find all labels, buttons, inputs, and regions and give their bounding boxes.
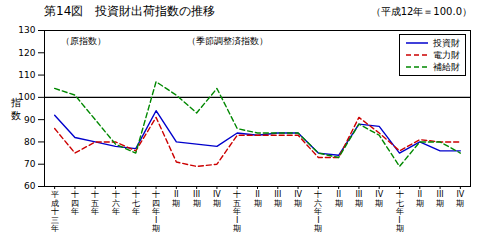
svg-text:十四年I期: 十四年I期 <box>152 190 160 233</box>
svg-text:平成十三年: 平成十三年 <box>51 190 59 233</box>
svg-text:十七年: 十七年 <box>132 190 140 216</box>
svg-text:90: 90 <box>24 115 36 125</box>
svg-text:十七年I期: 十七年I期 <box>396 190 404 233</box>
html-text:電力財: 電力財 <box>433 50 460 60</box>
svg-text:II期: II期 <box>416 190 424 207</box>
svg-text:II期: II期 <box>335 190 343 207</box>
html-text:（平成12年＝100.0）: （平成12年＝100.0） <box>370 6 472 17</box>
svg-text:IV期: IV期 <box>456 190 464 207</box>
svg-text:120: 120 <box>18 48 35 58</box>
svg-text:（季節調整済指数）: （季節調整済指数） <box>187 36 268 46</box>
svg-text:IV期: IV期 <box>213 190 221 207</box>
svg-text:110: 110 <box>18 70 35 80</box>
svg-text:II期: II期 <box>172 190 180 207</box>
svg-text:（原指数）: （原指数） <box>61 36 106 46</box>
svg-text:III期: III期 <box>355 190 363 207</box>
svg-text:100: 100 <box>18 92 35 102</box>
html-text:投資財: 投資財 <box>433 38 460 48</box>
html-text:第14図 投資財出荷指数の推移: 第14図 投資財出荷指数の推移 <box>44 4 216 18</box>
svg-text:III期: III期 <box>274 190 282 207</box>
svg-text:III期: III期 <box>436 190 444 207</box>
html-text:補給財: 補給財 <box>433 62 460 72</box>
html-text:数: 数 <box>10 110 21 122</box>
svg-text:IV期: IV期 <box>294 190 302 207</box>
svg-text:130: 130 <box>18 25 35 35</box>
svg-text:十六年: 十六年 <box>112 190 120 216</box>
svg-text:十五年: 十五年 <box>91 190 99 216</box>
svg-text:II期: II期 <box>254 190 262 207</box>
svg-text:60: 60 <box>24 181 36 191</box>
svg-text:十五年I期: 十五年I期 <box>233 190 241 233</box>
svg-text:80: 80 <box>24 137 36 147</box>
html-text:指: 指 <box>10 97 21 109</box>
svg-text:70: 70 <box>24 159 36 169</box>
svg-text:IV期: IV期 <box>375 190 383 207</box>
svg-text:III期: III期 <box>193 190 201 207</box>
svg-text:十六年I期: 十六年I期 <box>314 190 322 233</box>
svg-text:十四年: 十四年 <box>71 190 79 216</box>
